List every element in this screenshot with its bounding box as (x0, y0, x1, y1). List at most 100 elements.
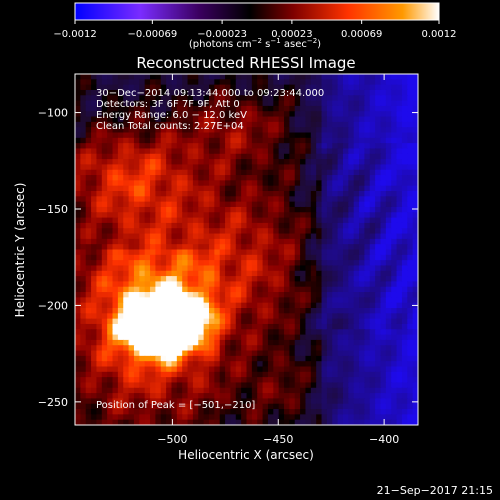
heatmap-cell (257, 398, 264, 405)
heatmap-cell (133, 361, 140, 368)
heatmap-cell (123, 105, 130, 112)
heatmap-cell (230, 116, 237, 123)
heatmap-cell (160, 79, 167, 86)
heatmap-cell (133, 270, 140, 277)
heatmap-cell (284, 164, 290, 171)
heatmap-cell (182, 286, 189, 293)
heatmap-cell (391, 217, 398, 224)
heatmap-cell (160, 377, 167, 384)
heatmap-cell (300, 164, 307, 171)
heatmap-cell (412, 286, 418, 293)
heatmap-cell (208, 137, 215, 144)
heatmap-cell (326, 148, 333, 155)
heatmap-cell (214, 84, 221, 91)
heatmap-cell (337, 153, 344, 160)
heatmap-cell (364, 302, 371, 309)
heatmap-cell (396, 387, 403, 394)
heatmap-cell (96, 313, 103, 320)
heatmap-cell (192, 366, 199, 373)
heatmap-cell (219, 265, 226, 272)
heatmap-cell (107, 206, 114, 213)
heatmap-cell (396, 105, 403, 112)
heatmap-cell (101, 137, 108, 144)
heatmap-cell (284, 398, 290, 405)
heatmap-cell (310, 323, 317, 330)
heatmap-cell (401, 143, 408, 150)
heatmap-cell (396, 116, 403, 123)
heatmap-cell (133, 318, 140, 325)
heatmap-cell (123, 238, 130, 245)
heatmap-cell (75, 387, 81, 394)
heatmap-cell (155, 371, 162, 378)
heatmap-cell (251, 419, 258, 425)
heatmap-cell (75, 164, 81, 171)
heatmap-cell (326, 361, 333, 368)
heatmap-cell (326, 281, 333, 288)
heatmap-cell (300, 281, 307, 288)
heatmap-cell (219, 111, 226, 118)
heatmap-cell (160, 254, 167, 261)
heatmap-cell (117, 382, 124, 389)
y-tick-label: −100 (38, 107, 68, 120)
heatmap-cell (123, 286, 130, 293)
heatmap-cell (316, 302, 323, 309)
heatmap-cell (166, 249, 173, 256)
heatmap-cell (267, 393, 274, 400)
heatmap-cell (139, 382, 146, 389)
heatmap-cell (364, 212, 371, 219)
annotation-line-time: 30−Dec−2014 09:13:44.000 to 09:23:44.000 (96, 88, 324, 99)
heatmap-cell (128, 191, 135, 197)
heatmap-cell (75, 153, 81, 160)
heatmap-cell (128, 419, 135, 425)
heatmap-cell (251, 313, 258, 320)
heatmap-cell (326, 143, 333, 150)
heatmap-cell (182, 116, 189, 123)
heatmap-cell (85, 111, 92, 118)
heatmap-cell (203, 393, 210, 400)
heatmap-cell (182, 371, 189, 378)
heatmap-cell (203, 308, 210, 314)
heatmap-cell (171, 164, 178, 171)
heatmap-cell (171, 323, 178, 330)
heatmap-cell (75, 233, 81, 240)
heatmap-cell (85, 398, 92, 405)
heatmap-cell (91, 297, 98, 304)
heatmap-cell (359, 228, 366, 235)
heatmap-cell (310, 350, 317, 357)
heatmap-cell (85, 345, 92, 352)
heatmap-cell (380, 153, 387, 160)
heatmap-cell (241, 180, 248, 187)
heatmap-cell (225, 74, 232, 80)
heatmap-cell (219, 297, 226, 304)
heatmap-cell (123, 350, 130, 357)
heatmap-cell (203, 382, 210, 389)
heatmap-cell (198, 371, 205, 378)
heatmap-cell (198, 137, 205, 144)
heatmap-cell (192, 292, 199, 298)
heatmap-cell (262, 371, 269, 378)
heatmap-cell (289, 345, 296, 352)
heatmap-cell (133, 393, 140, 400)
heatmap-cell (166, 121, 173, 128)
heatmap-cell (267, 329, 274, 336)
heatmap-cell (273, 382, 280, 389)
heatmap-cell (235, 302, 242, 309)
heatmap-cell (225, 329, 232, 336)
heatmap-cell (305, 191, 312, 197)
heatmap-cell (310, 377, 317, 384)
heatmap-cell (198, 308, 205, 314)
heatmap-cell (321, 105, 328, 112)
heatmap-cell (182, 79, 189, 86)
heatmap-cell (337, 212, 344, 219)
heatmap-cell (267, 361, 274, 368)
heatmap-cell (171, 377, 178, 384)
heatmap-cell (380, 345, 387, 352)
heatmap-cell (225, 302, 232, 309)
heatmap-cell (284, 217, 290, 224)
heatmap-cell (117, 153, 124, 160)
heatmap-cell (166, 143, 173, 150)
heatmap-cell (380, 318, 387, 325)
heatmap-cell (219, 116, 226, 123)
heatmap-cell (364, 238, 371, 245)
heatmap-cell (273, 100, 280, 107)
